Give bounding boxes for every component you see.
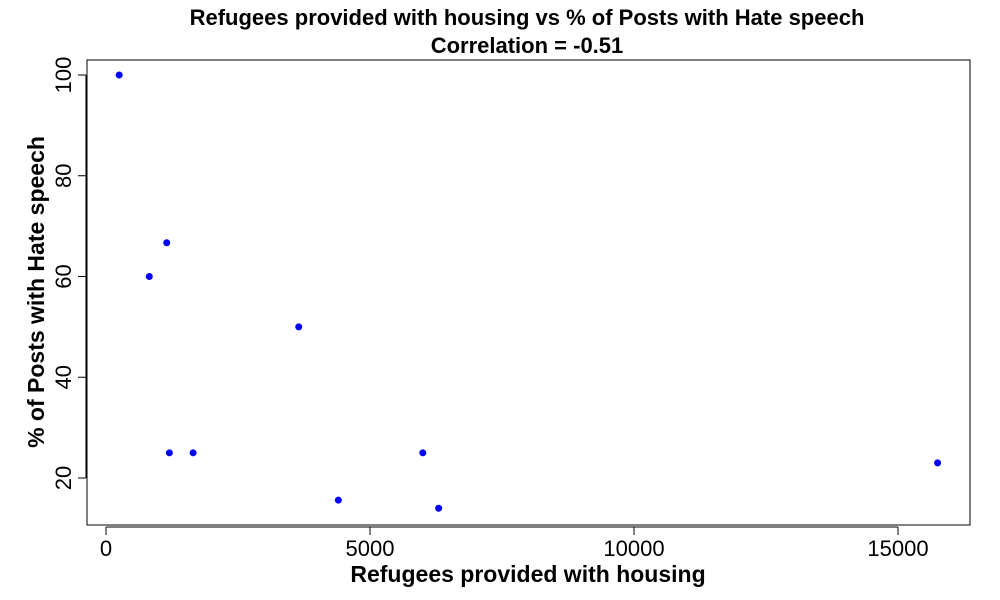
- y-axis: 20 40 60 80 100: [51, 57, 87, 490]
- y-tick-label: 80: [51, 164, 76, 188]
- plot-frame: [86, 59, 971, 526]
- data-point: [165, 449, 173, 457]
- data-point: [295, 323, 303, 331]
- data-point: [334, 496, 342, 504]
- data-point: [189, 449, 197, 457]
- y-axis-title: % of Posts with Hate speech: [23, 136, 49, 448]
- x-axis: 0 5000 10000 15000: [100, 526, 929, 561]
- correlation-subtitle: Correlation = -0.51: [431, 33, 624, 58]
- data-point: [115, 71, 123, 79]
- y-tick-label: 20: [51, 466, 76, 490]
- y-tick-label: 100: [51, 57, 76, 94]
- data-points: [115, 71, 942, 512]
- x-tick-label: 15000: [867, 536, 928, 561]
- x-axis-title: Refugees provided with housing: [350, 561, 705, 587]
- y-tick-label: 40: [51, 365, 76, 389]
- data-point: [419, 449, 427, 457]
- data-point: [163, 239, 171, 247]
- y-tick-label: 60: [51, 264, 76, 288]
- data-point: [934, 459, 942, 467]
- x-tick-label: 0: [100, 536, 112, 561]
- chart-title: Refugees provided with housing vs % of P…: [190, 5, 865, 30]
- x-tick-label: 5000: [346, 536, 395, 561]
- data-point: [435, 504, 443, 512]
- data-point: [145, 273, 153, 280]
- x-tick-label: 10000: [603, 536, 664, 561]
